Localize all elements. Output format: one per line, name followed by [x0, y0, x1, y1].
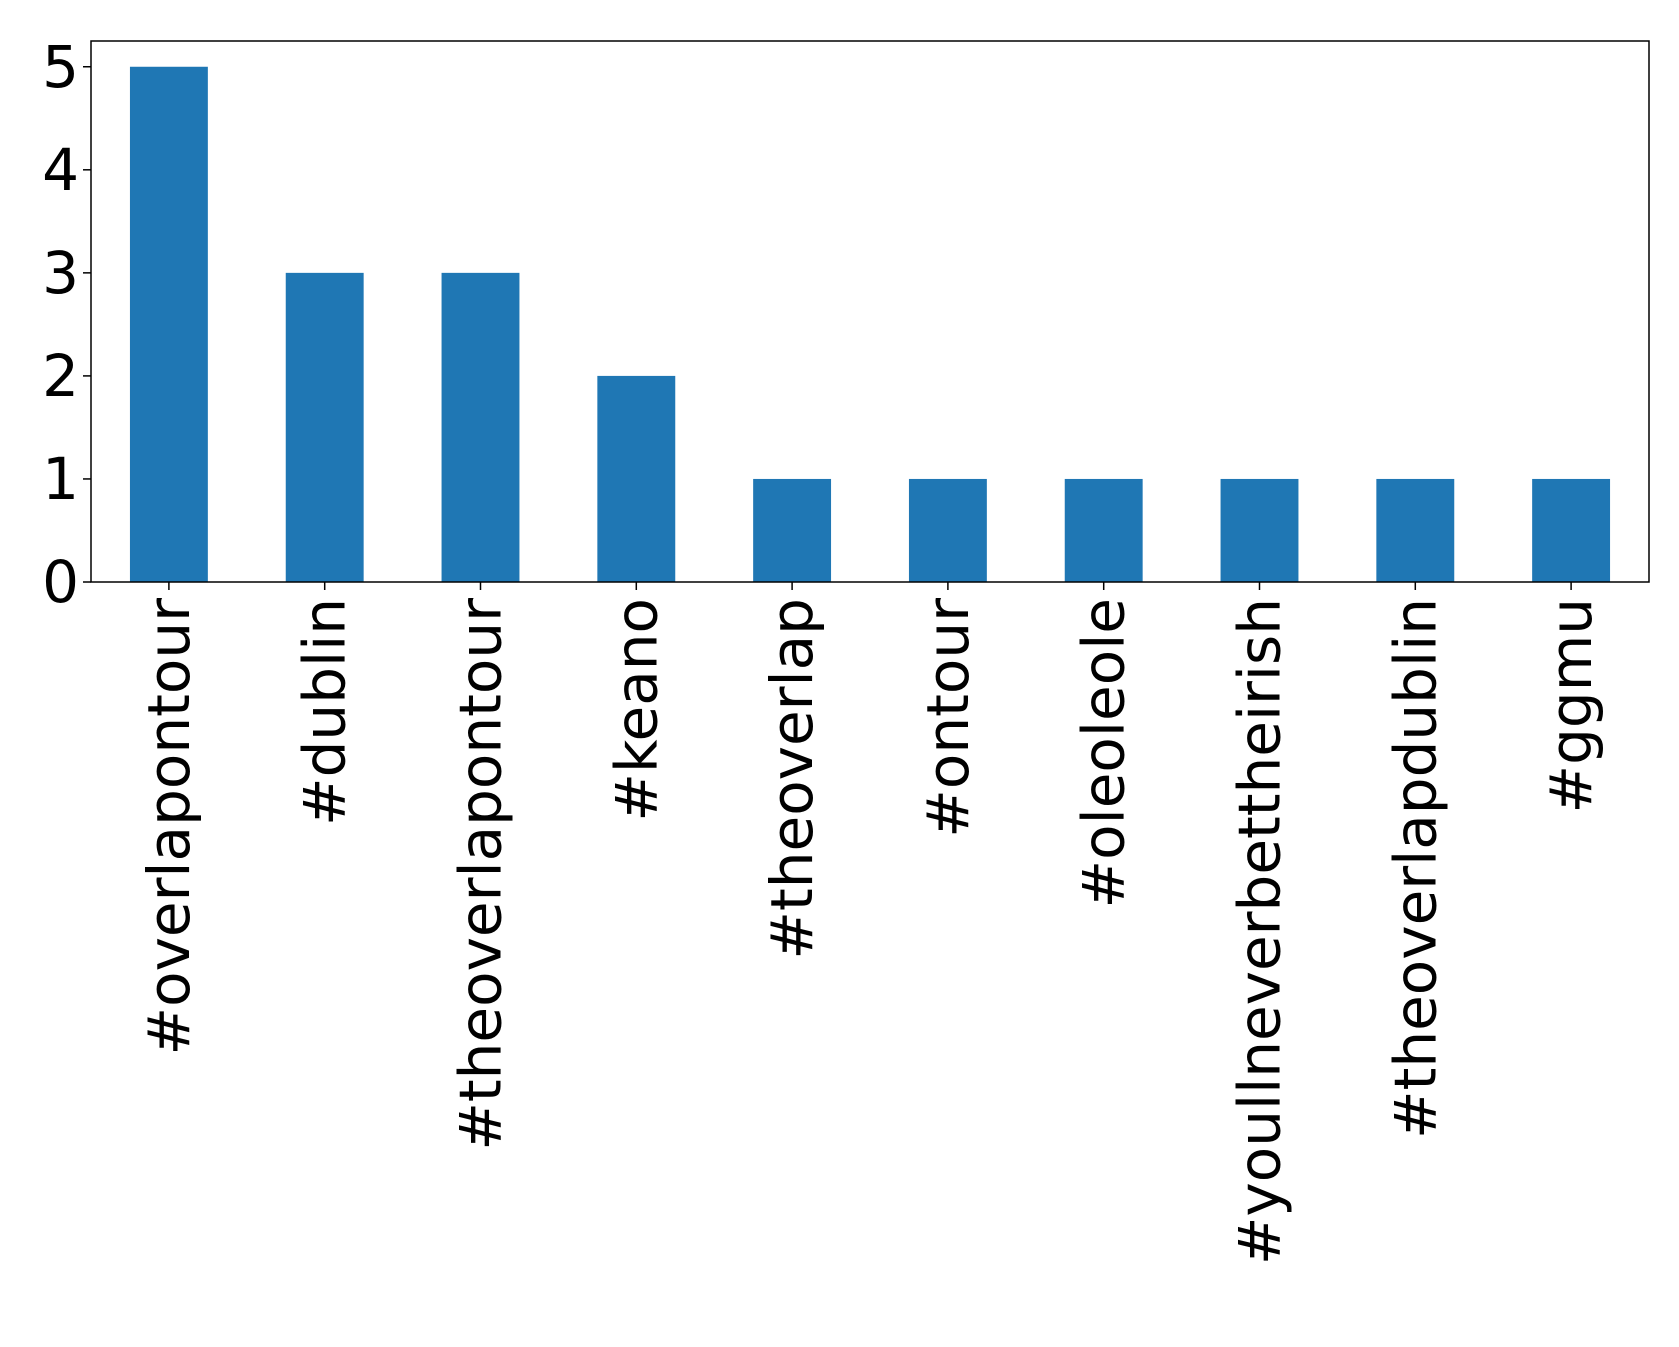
- x-tick-label-9: #ggmu: [1537, 598, 1605, 814]
- bar-5: [908, 478, 987, 582]
- y-tick-label-2: 2: [42, 342, 79, 410]
- bar-2: [441, 272, 520, 582]
- x-tick-label-2: #theoverlapontour: [447, 598, 515, 1151]
- x-tick-label-5: #ontour: [914, 598, 982, 838]
- bar-0: [129, 66, 208, 582]
- bars: [129, 66, 1611, 582]
- bar-3: [597, 375, 676, 582]
- x-tick-label-6: #oleoleole: [1070, 598, 1138, 908]
- bar-6: [1064, 478, 1143, 582]
- bar-1: [285, 272, 364, 582]
- x-tick-label-8: #theoverlapdublin: [1381, 598, 1449, 1139]
- plot-frame: [90, 40, 1650, 583]
- x-tick-label-1: #dublin: [291, 598, 359, 826]
- x-axis: #overlapontour #dublin #theoverlapontour #k…: [135, 582, 1605, 1265]
- y-tick-label-1: 1: [42, 445, 79, 513]
- bar-4: [753, 478, 832, 582]
- y-tick-label-5: 5: [42, 33, 79, 101]
- x-tick-label-4: #theoverlap: [758, 598, 826, 960]
- y-tick-label-4: 4: [42, 136, 79, 204]
- x-tick-label-7: #youllneverbettheirish: [1226, 598, 1294, 1265]
- bar-7: [1220, 478, 1299, 582]
- x-tick-label-0: #overlapontour: [135, 598, 203, 1056]
- y-axis: 0 1 2 3 4 5: [42, 33, 91, 616]
- bar-9: [1532, 478, 1611, 582]
- x-tick-label-3: #keano: [602, 598, 670, 822]
- y-tick-label-3: 3: [42, 239, 79, 307]
- y-tick-label-0: 0: [42, 548, 79, 616]
- bar-8: [1376, 478, 1455, 582]
